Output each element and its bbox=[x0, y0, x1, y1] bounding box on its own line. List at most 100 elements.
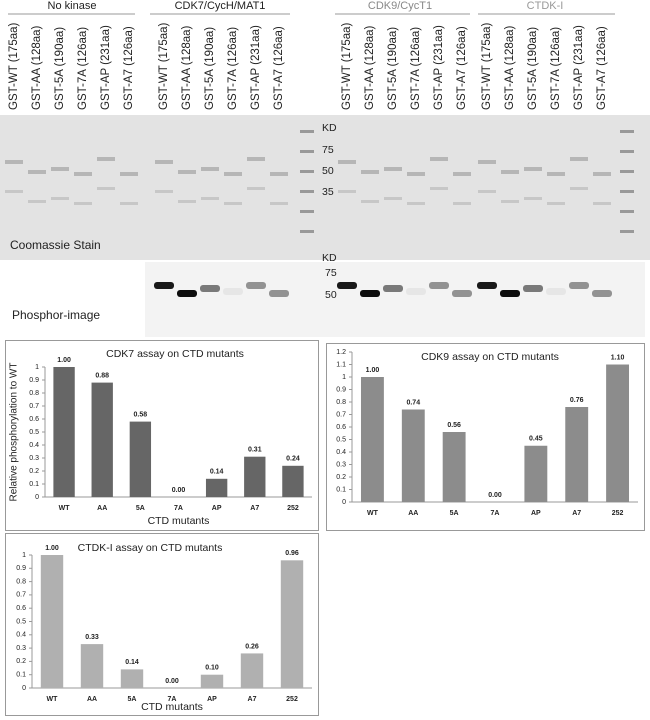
band bbox=[384, 167, 402, 171]
chart-title: CDK7 assay on CTD mutants bbox=[106, 348, 244, 360]
band bbox=[201, 197, 219, 200]
band bbox=[247, 187, 265, 190]
lane-label: GST-AA (128aa) bbox=[31, 25, 43, 110]
band bbox=[338, 160, 356, 164]
y-tick-label: 0.1 bbox=[29, 481, 39, 488]
phospho-band bbox=[546, 288, 566, 295]
bar bbox=[240, 653, 264, 688]
bar bbox=[40, 555, 64, 688]
lane-label: GST-5A (190aa) bbox=[527, 27, 539, 110]
band bbox=[453, 202, 471, 205]
phospho-band bbox=[337, 282, 357, 289]
x-tick-label: AP bbox=[531, 510, 541, 517]
lane-label: GST-A7 (126aa) bbox=[456, 26, 468, 110]
band bbox=[201, 167, 219, 171]
y-tick-label: 0.5 bbox=[336, 436, 346, 443]
band bbox=[120, 172, 138, 176]
ladder-band bbox=[620, 210, 634, 213]
y-tick-label: 0.8 bbox=[16, 578, 26, 585]
ladder-band bbox=[300, 230, 314, 233]
ladder-band bbox=[620, 190, 634, 193]
bar bbox=[91, 382, 113, 497]
phospho-band bbox=[523, 285, 543, 292]
band bbox=[478, 190, 496, 193]
x-tick-label: 5A bbox=[450, 510, 459, 517]
band bbox=[570, 157, 588, 161]
y-tick-label: 0.3 bbox=[336, 461, 346, 468]
value-label: 0.33 bbox=[85, 634, 99, 641]
y-tick-label: 0.6 bbox=[336, 424, 346, 431]
phospho-band bbox=[500, 290, 520, 297]
band bbox=[361, 200, 379, 203]
y-tick-label: 0.4 bbox=[29, 442, 39, 449]
x-tick-label: 7A bbox=[491, 510, 500, 517]
value-label: 0.24 bbox=[286, 456, 300, 463]
value-label: 0.88 bbox=[95, 372, 109, 379]
phospho-band bbox=[154, 282, 174, 289]
x-axis-label: CTD mutants bbox=[141, 701, 203, 713]
x-tick-label: 5A bbox=[128, 696, 137, 703]
y-tick-label: 0 bbox=[342, 499, 346, 506]
y-tick-label: 0.2 bbox=[336, 474, 346, 481]
value-label: 0.00 bbox=[488, 492, 502, 499]
y-tick-label: 0.6 bbox=[16, 605, 26, 612]
x-tick-label: AP bbox=[207, 696, 217, 703]
y-tick-label: 0.4 bbox=[16, 632, 26, 639]
y-tick-label: 0.9 bbox=[16, 565, 26, 572]
marker: 50 bbox=[322, 165, 334, 177]
ladder-band bbox=[300, 170, 314, 173]
phospho-band bbox=[569, 282, 589, 289]
y-tick-label: 0.3 bbox=[29, 455, 39, 462]
value-label: 0.74 bbox=[406, 399, 420, 406]
y-tick-label: 1.1 bbox=[336, 361, 346, 368]
x-tick-label: AP bbox=[212, 505, 222, 512]
bar bbox=[120, 669, 144, 688]
band bbox=[407, 172, 425, 176]
phospho-band bbox=[477, 282, 497, 289]
lane-label: GST-AP (231aa) bbox=[433, 25, 445, 110]
x-tick-label: 5A bbox=[136, 505, 145, 512]
bar bbox=[244, 456, 266, 497]
bar bbox=[282, 465, 304, 497]
band bbox=[430, 187, 448, 190]
phospho-band bbox=[223, 288, 243, 295]
lane-label: GST-A7 (126aa) bbox=[596, 26, 608, 110]
band bbox=[524, 197, 542, 200]
bar bbox=[280, 560, 304, 688]
y-tick-label: 0.7 bbox=[29, 403, 39, 410]
phospho-band bbox=[452, 290, 472, 297]
ladder-band bbox=[300, 150, 314, 153]
bar bbox=[360, 377, 384, 502]
lane-label: GST-AA (128aa) bbox=[181, 25, 193, 110]
x-tick-label: A7 bbox=[572, 510, 581, 517]
lane-label: GST-5A (190aa) bbox=[204, 27, 216, 110]
lane-label: GST-AP (231aa) bbox=[250, 25, 262, 110]
band bbox=[547, 202, 565, 205]
lane-label: GST-AA (128aa) bbox=[504, 25, 516, 110]
y-tick-label: 1 bbox=[35, 364, 39, 371]
band bbox=[178, 170, 196, 174]
band bbox=[51, 197, 69, 200]
y-tick-label: 0.9 bbox=[336, 386, 346, 393]
phosphor-gel bbox=[145, 262, 645, 337]
x-axis-label: CTD mutants bbox=[148, 515, 210, 527]
value-label: 0.14 bbox=[125, 659, 139, 666]
y-tick-label: 0.8 bbox=[336, 399, 346, 406]
value-label: 1.10 bbox=[611, 354, 625, 361]
band bbox=[430, 157, 448, 161]
value-label: 0.76 bbox=[570, 397, 584, 404]
band bbox=[178, 200, 196, 203]
y-tick-label: 1 bbox=[22, 552, 26, 559]
group-header: CDK9/CycT1 bbox=[368, 0, 432, 12]
marker: 50 bbox=[325, 289, 337, 301]
value-label: 1.00 bbox=[366, 367, 380, 374]
band bbox=[247, 157, 265, 161]
x-tick-label: WT bbox=[59, 505, 71, 512]
ladder-band bbox=[300, 130, 314, 133]
ladder-band bbox=[300, 190, 314, 193]
chart-title: CTDK-I assay on CTD mutants bbox=[78, 542, 223, 554]
phospho-band bbox=[177, 290, 197, 297]
x-tick-label: A7 bbox=[250, 505, 259, 512]
bar bbox=[565, 407, 589, 502]
gel-label: Phosphor-image bbox=[12, 308, 100, 322]
